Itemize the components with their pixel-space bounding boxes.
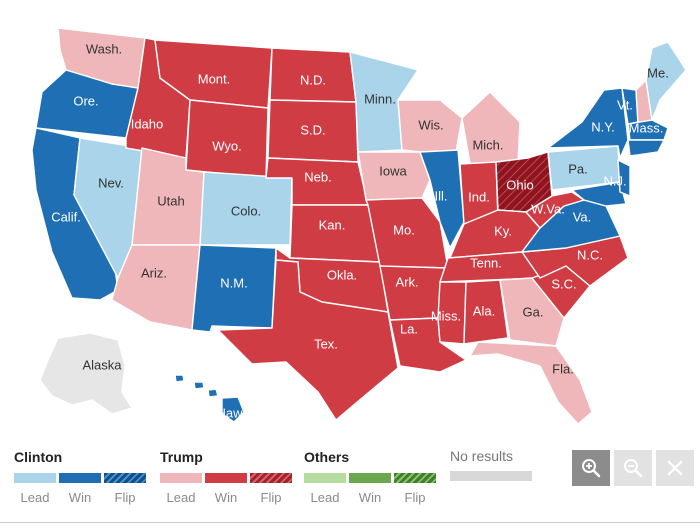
state-label-nv: Nev. (98, 175, 124, 190)
state-fl[interactable] (469, 341, 593, 425)
legend-clinton-win-label: Win (68, 490, 92, 505)
legend-trump-flip-label: Flip (260, 490, 282, 505)
state-label-ky: Ky. (494, 223, 512, 238)
legend-others-lead-swatch (304, 473, 346, 483)
state-label-wi: Wis. (418, 117, 443, 132)
state-label-wa: Wash. (86, 41, 122, 56)
legend-others: Others Lead Win Flip (304, 448, 436, 505)
state-label-ne: Neb. (304, 169, 331, 184)
legend-trump-lead-swatch (160, 473, 202, 483)
legend-others-win-swatch (349, 473, 391, 483)
state-ks[interactable] (289, 204, 381, 263)
state-label-nj: N.J. (603, 173, 626, 188)
legend-others-win-label: Win (358, 490, 382, 505)
state-ct-ri[interactable] (627, 139, 665, 157)
legend-clinton-title: Clinton (14, 449, 63, 465)
state-label-ks: Kan. (319, 217, 346, 232)
zoom-out-icon (624, 459, 643, 478)
state-al[interactable] (463, 279, 509, 345)
state-label-va: Va. (573, 209, 592, 224)
legend-trump-lead-label: Lead (166, 490, 196, 505)
state-label-pa: Pa. (568, 161, 588, 176)
bottom-divider (0, 522, 700, 523)
state-label-me: Me. (647, 65, 669, 80)
state-label-nc: N.C. (577, 247, 603, 262)
zoom-in-button[interactable] (572, 450, 610, 486)
state-me[interactable] (645, 41, 687, 121)
state-label-mi: Mich. (472, 137, 503, 152)
state-ms[interactable] (437, 281, 467, 345)
legend-clinton-lead-swatch (14, 473, 56, 483)
legend-clinton-lead-label: Lead (20, 490, 50, 505)
state-label-ca: Calif. (51, 209, 81, 224)
legend-trump-win-swatch (205, 473, 247, 483)
state-ny[interactable] (547, 87, 629, 159)
state-label-il: Ill. (435, 188, 448, 203)
legend-trump-title: Trump (160, 449, 203, 465)
state-ia[interactable] (357, 151, 431, 201)
state-label-nm: N.M. (220, 275, 247, 290)
state-label-wy: Wyo. (212, 138, 242, 153)
state-label-ar: Ark. (395, 274, 418, 289)
state-label-id: Idaho (131, 116, 164, 131)
legend-clinton-flip-swatch (104, 473, 146, 483)
state-label-hi: Hawaii (216, 405, 255, 420)
state-label-mt: Mont. (198, 71, 231, 86)
state-label-nd: N.D. (300, 72, 326, 87)
state-label-la: La. (400, 321, 418, 336)
state-label-co: Colo. (231, 203, 261, 218)
state-label-ny: N.Y. (591, 119, 615, 134)
zoom-out-button[interactable] (614, 450, 652, 486)
state-label-ia: Iowa (379, 163, 407, 178)
state-label-tn: Tenn. (470, 255, 502, 270)
state-label-ms: Miss. (431, 308, 461, 323)
legend-clinton: Clinton Lead Win Flip (14, 448, 146, 505)
legend-others-flip-swatch (394, 473, 436, 483)
state-mi[interactable] (461, 91, 521, 165)
state-label-fl: Fla. (552, 361, 574, 376)
state-label-oh: Ohio (506, 177, 533, 192)
state-label-ok: Okla. (327, 267, 357, 282)
us-election-map: Wash. Ore. Calif. Nev. Idaho Mont. Wyo. Utah Ari… (31, 27, 687, 425)
state-label-in: Ind. (468, 189, 490, 204)
state-tx[interactable] (217, 259, 399, 421)
close-icon (667, 460, 683, 476)
state-label-ma: Mass. (629, 120, 664, 135)
state-ma[interactable] (627, 119, 669, 141)
legend-others-title: Others (304, 449, 350, 465)
legend-trump-flip-swatch (250, 473, 292, 483)
state-md[interactable] (571, 181, 627, 207)
state-label-tx: Tex. (314, 336, 338, 351)
state-label-al: Ala. (473, 303, 495, 318)
state-label-wv: W.Va. (531, 201, 565, 216)
legend-trump: Trump Lead Win Flip (160, 448, 292, 505)
state-label-sc: S.C. (551, 276, 576, 291)
state-label-ut: Utah (157, 193, 184, 208)
state-ga[interactable] (499, 277, 565, 347)
legend-clinton-win-swatch (59, 473, 101, 483)
state-label-sd: S.D. (300, 122, 325, 137)
close-button[interactable] (656, 450, 694, 486)
legend-clinton-flip-label: Flip (114, 490, 136, 505)
state-label-ak: Alaska (82, 357, 122, 372)
legend-no-results-label: No results (450, 448, 514, 464)
legend-others-lead-label: Lead (310, 490, 340, 505)
state-il[interactable] (419, 149, 465, 249)
state-nj[interactable] (617, 159, 631, 197)
legend-no-results-swatch (450, 471, 532, 481)
legend: Clinton Lead Win Flip Trump Lead Win Fli… (14, 448, 694, 518)
state-label-mn: Minn. (364, 91, 396, 106)
state-label-az: Ariz. (141, 265, 167, 280)
state-label-or: Ore. (73, 93, 98, 108)
legend-others-flip-label: Flip (404, 490, 426, 505)
state-label-mo: Mo. (393, 222, 415, 237)
state-ak[interactable] (39, 332, 133, 415)
state-label-vt: Vt. (617, 97, 633, 112)
state-label-ga: Ga. (523, 304, 544, 319)
legend-no-results: No results (450, 448, 532, 481)
legend-trump-win-label: Win (214, 490, 238, 505)
zoom-in-icon (582, 459, 601, 478)
state-hi[interactable] (174, 374, 245, 423)
